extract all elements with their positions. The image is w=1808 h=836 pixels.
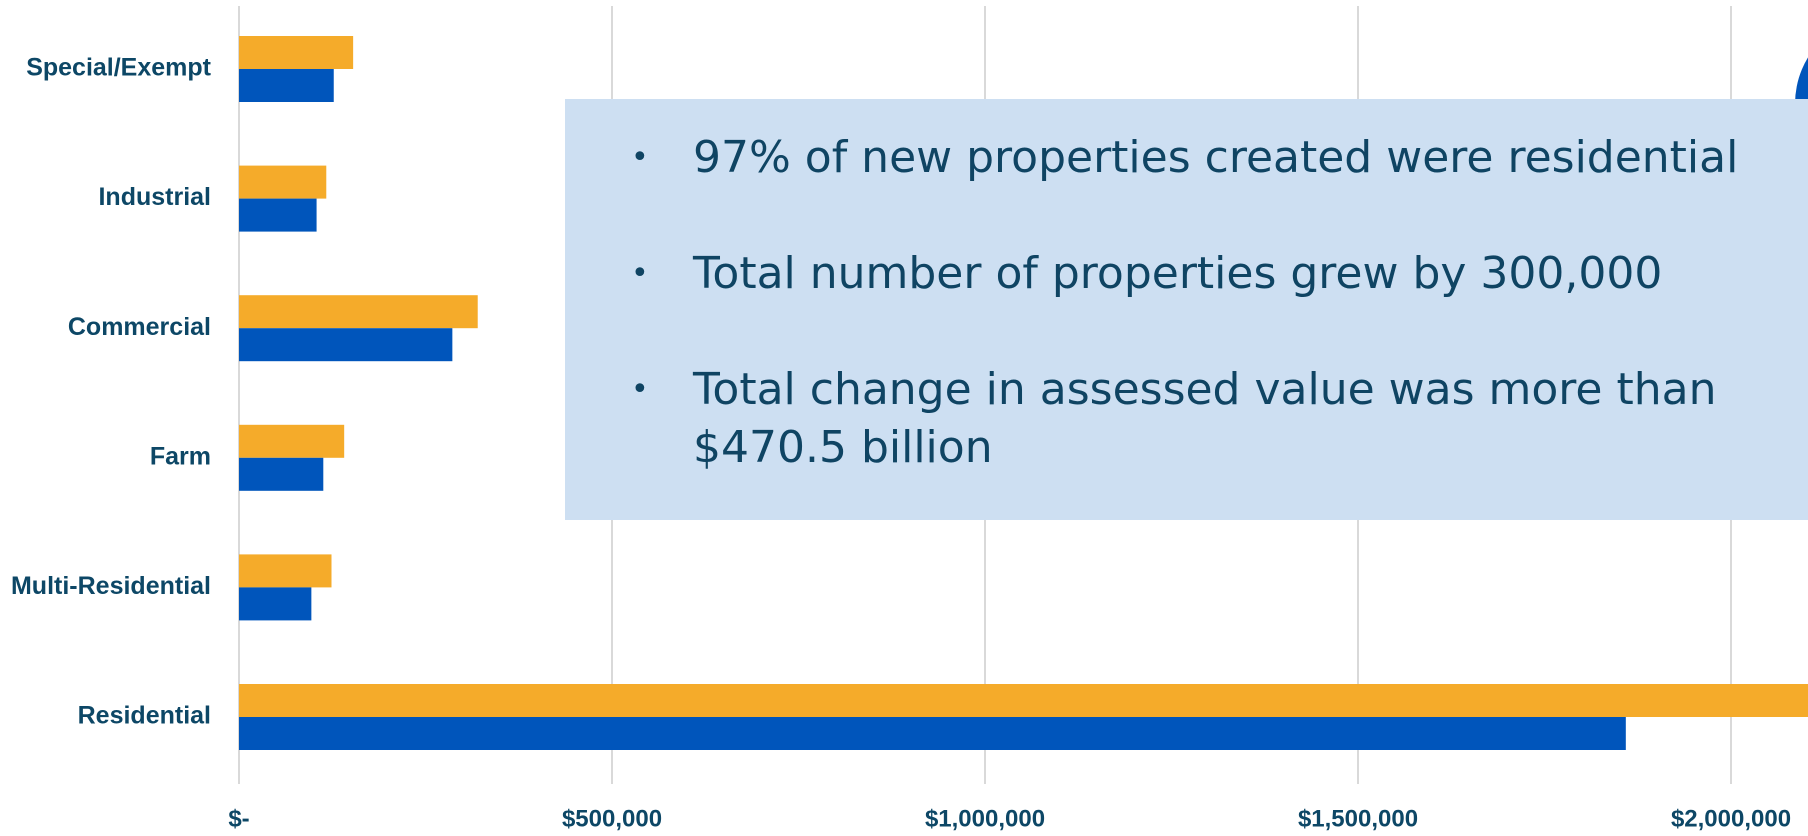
- bar: [239, 69, 334, 102]
- bar: [239, 717, 1626, 750]
- y-tick-label: Commercial: [68, 313, 211, 341]
- callout-box: 97% of new properties created were resid…: [565, 99, 1808, 520]
- y-tick-label: Residential: [78, 702, 211, 730]
- x-tick-label: $-: [228, 805, 249, 832]
- bullet-list: 97% of new properties created were resid…: [631, 129, 1768, 477]
- bar: [239, 36, 354, 69]
- y-tick-label: Multi-Residential: [11, 572, 211, 600]
- bar: [239, 457, 324, 491]
- x-tick-label: $1,000,000: [925, 805, 1045, 832]
- bar: [239, 165, 327, 199]
- x-tick-label: $1,500,000: [1298, 805, 1418, 832]
- bar: [239, 587, 312, 621]
- bar: [239, 295, 478, 329]
- bullet: Total change in assessed value was more …: [631, 361, 1768, 477]
- bar: [239, 198, 317, 232]
- bar: [239, 684, 1808, 717]
- x-tick-label: $2,000,000: [1671, 805, 1791, 832]
- bullet: 97% of new properties created were resid…: [631, 129, 1768, 187]
- y-tick-label: Farm: [150, 442, 211, 470]
- y-tick-label: Special/Exempt: [26, 54, 211, 82]
- bullet: Total number of properties grew by 300,0…: [631, 245, 1768, 303]
- y-tick-label: Industrial: [98, 183, 211, 211]
- bar: [239, 554, 332, 588]
- bar: [239, 424, 345, 458]
- x-tick-label: $500,000: [562, 805, 662, 832]
- bar: [239, 328, 453, 362]
